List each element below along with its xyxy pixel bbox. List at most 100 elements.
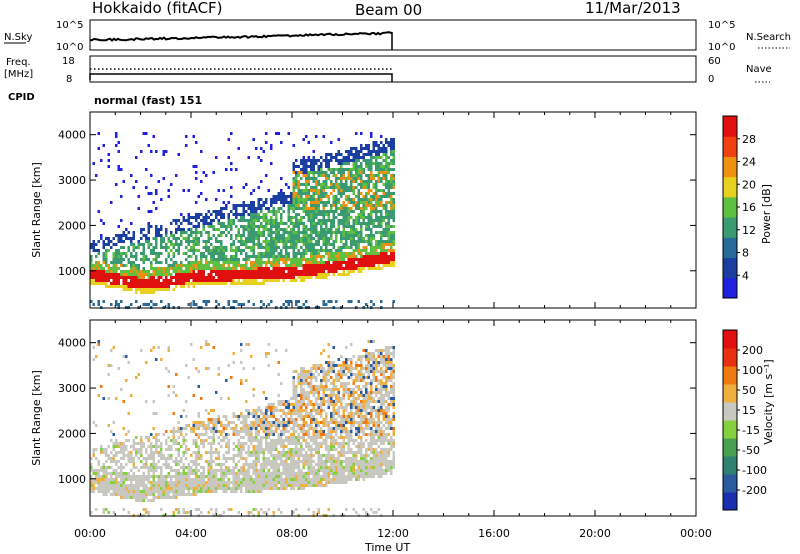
echo-cell (120, 496, 123, 499)
echo-cell (120, 475, 123, 478)
echo-cell (125, 478, 128, 481)
echo-cell (292, 216, 295, 219)
echo-cell (172, 430, 175, 433)
echo-cell (292, 385, 295, 388)
echo-cell (302, 234, 305, 237)
echo-cell (200, 273, 203, 276)
echo-cell (347, 264, 350, 267)
echo-cell (305, 168, 308, 171)
echo-cell (317, 409, 320, 412)
echo-cell (390, 141, 393, 144)
echo-cell (180, 433, 183, 436)
echo-cell (180, 445, 183, 448)
echo-cell (110, 430, 113, 433)
echo-cell (172, 288, 175, 291)
echo-cell (225, 255, 228, 258)
echo-cell (200, 258, 203, 261)
echo-cell (207, 222, 210, 225)
echo-cell (140, 475, 143, 478)
echo-cell (320, 198, 323, 201)
echo-cell (352, 219, 355, 222)
echo-cell (382, 240, 385, 243)
echo-cell (117, 168, 120, 171)
echo-cell (280, 382, 283, 385)
echo-cell (295, 463, 298, 466)
echo-cell (227, 225, 230, 228)
echo-cell (142, 487, 145, 490)
echo-cell (325, 153, 328, 156)
echo-cell (367, 165, 370, 168)
echo-cell (327, 228, 330, 231)
echo-cell (190, 481, 193, 484)
echo-cell (210, 475, 213, 478)
echo-cell (367, 198, 370, 201)
echo-cell (312, 252, 315, 255)
echo-cell (257, 273, 260, 276)
echo-cell (242, 276, 245, 279)
echo-cell (222, 216, 225, 219)
echo-cell (145, 478, 148, 481)
echo-cell (320, 165, 323, 168)
echo-cell (215, 424, 218, 427)
echo-cell (295, 177, 298, 180)
echo-cell (377, 153, 380, 156)
echo-cell (300, 219, 303, 222)
echo-cell (195, 463, 198, 466)
echo-cell (305, 177, 308, 180)
echo-cell (265, 252, 268, 255)
echo-cell (272, 412, 275, 415)
echo-cell (120, 261, 123, 264)
echo-cell (227, 508, 230, 511)
echo-cell (222, 258, 225, 261)
echo-cell (312, 222, 315, 225)
echo-cell (115, 439, 118, 442)
echo-cell (275, 460, 278, 463)
echo-cell (350, 210, 353, 213)
echo-cell (332, 243, 335, 246)
echo-cell (287, 472, 290, 475)
echo-cell (102, 448, 105, 451)
echo-cell (185, 252, 188, 255)
echo-cell (295, 397, 298, 400)
echo-cell (232, 460, 235, 463)
echo-cell (137, 285, 140, 288)
echo-cell (122, 496, 125, 499)
echo-cell (267, 270, 270, 273)
echo-cell (150, 487, 153, 490)
echo-cell (225, 279, 228, 282)
echo-cell (255, 430, 258, 433)
echo-cell (310, 186, 313, 189)
echo-cell (142, 288, 145, 291)
echo-cell (212, 451, 215, 454)
echo-cell (250, 484, 253, 487)
echo-cell (365, 264, 368, 267)
echo-cell (310, 225, 313, 228)
echo-cell (275, 255, 278, 258)
echo-cell (287, 475, 290, 478)
echo-cell (267, 249, 270, 252)
echo-cell (245, 487, 248, 490)
echo-cell (215, 451, 218, 454)
echo-cell (347, 177, 350, 180)
echo-cell (310, 255, 313, 258)
echo-cell (350, 198, 353, 201)
echo-cell (232, 207, 235, 210)
echo-cell (275, 219, 278, 222)
echo-cell (307, 216, 310, 219)
echo-cell (145, 463, 148, 466)
echo-cell (267, 436, 270, 439)
echo-cell (252, 445, 255, 448)
echo-cell (155, 436, 158, 439)
echo-cell (297, 300, 300, 303)
echo-cell (277, 276, 280, 279)
echo-cell (267, 240, 270, 243)
echo-cell (347, 198, 350, 201)
echo-cell (325, 159, 328, 162)
echo-cell (370, 204, 373, 207)
echo-cell (257, 258, 260, 261)
echo-cell (270, 433, 273, 436)
echo-cell (260, 180, 263, 183)
echo-cell (312, 168, 315, 171)
echo-cell (290, 300, 293, 303)
echo-cell (317, 433, 320, 436)
